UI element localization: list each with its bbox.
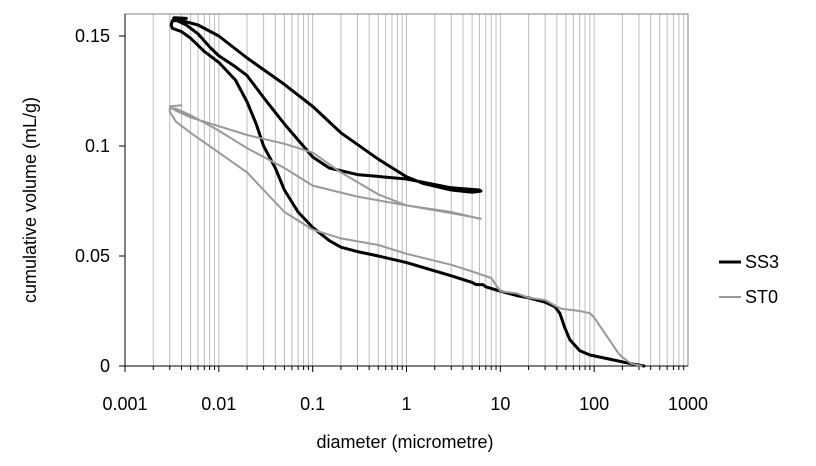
y-axis-title: cumulative volume (mL/g) (20, 97, 40, 303)
x-tick-label: 1000 (668, 394, 708, 414)
x-axis-title: diameter (micrometre) (316, 432, 493, 452)
series (168, 16, 646, 368)
legend-item-ss3: SS3 (719, 252, 779, 272)
y-tick-label: 0.05 (75, 246, 110, 266)
legend-label-ss3: SS3 (745, 252, 779, 272)
x-tick-label: 0.01 (201, 394, 236, 414)
axes: 0.001 0.01 0.1 1 10 100 1000 0 0.05 0.1 0.15 (75, 13, 708, 414)
x-tick-label: 10 (490, 394, 510, 414)
series-line-st0 (168, 104, 643, 367)
y-tick-label: 0.15 (75, 26, 110, 46)
series-line-ss3 (169, 16, 646, 368)
legend: SS3 ST0 (719, 252, 779, 307)
x-tick-label: 0.1 (300, 394, 325, 414)
x-tick-label: 100 (579, 394, 609, 414)
legend-item-st0: ST0 (719, 287, 778, 307)
gridlines (124, 14, 685, 366)
x-tick-label: 1 (401, 394, 411, 414)
y-tick-label: 0.1 (85, 136, 110, 156)
legend-label-st0: ST0 (745, 287, 778, 307)
y-tick-label: 0 (100, 356, 110, 376)
x-tick-label: 0.001 (102, 394, 147, 414)
